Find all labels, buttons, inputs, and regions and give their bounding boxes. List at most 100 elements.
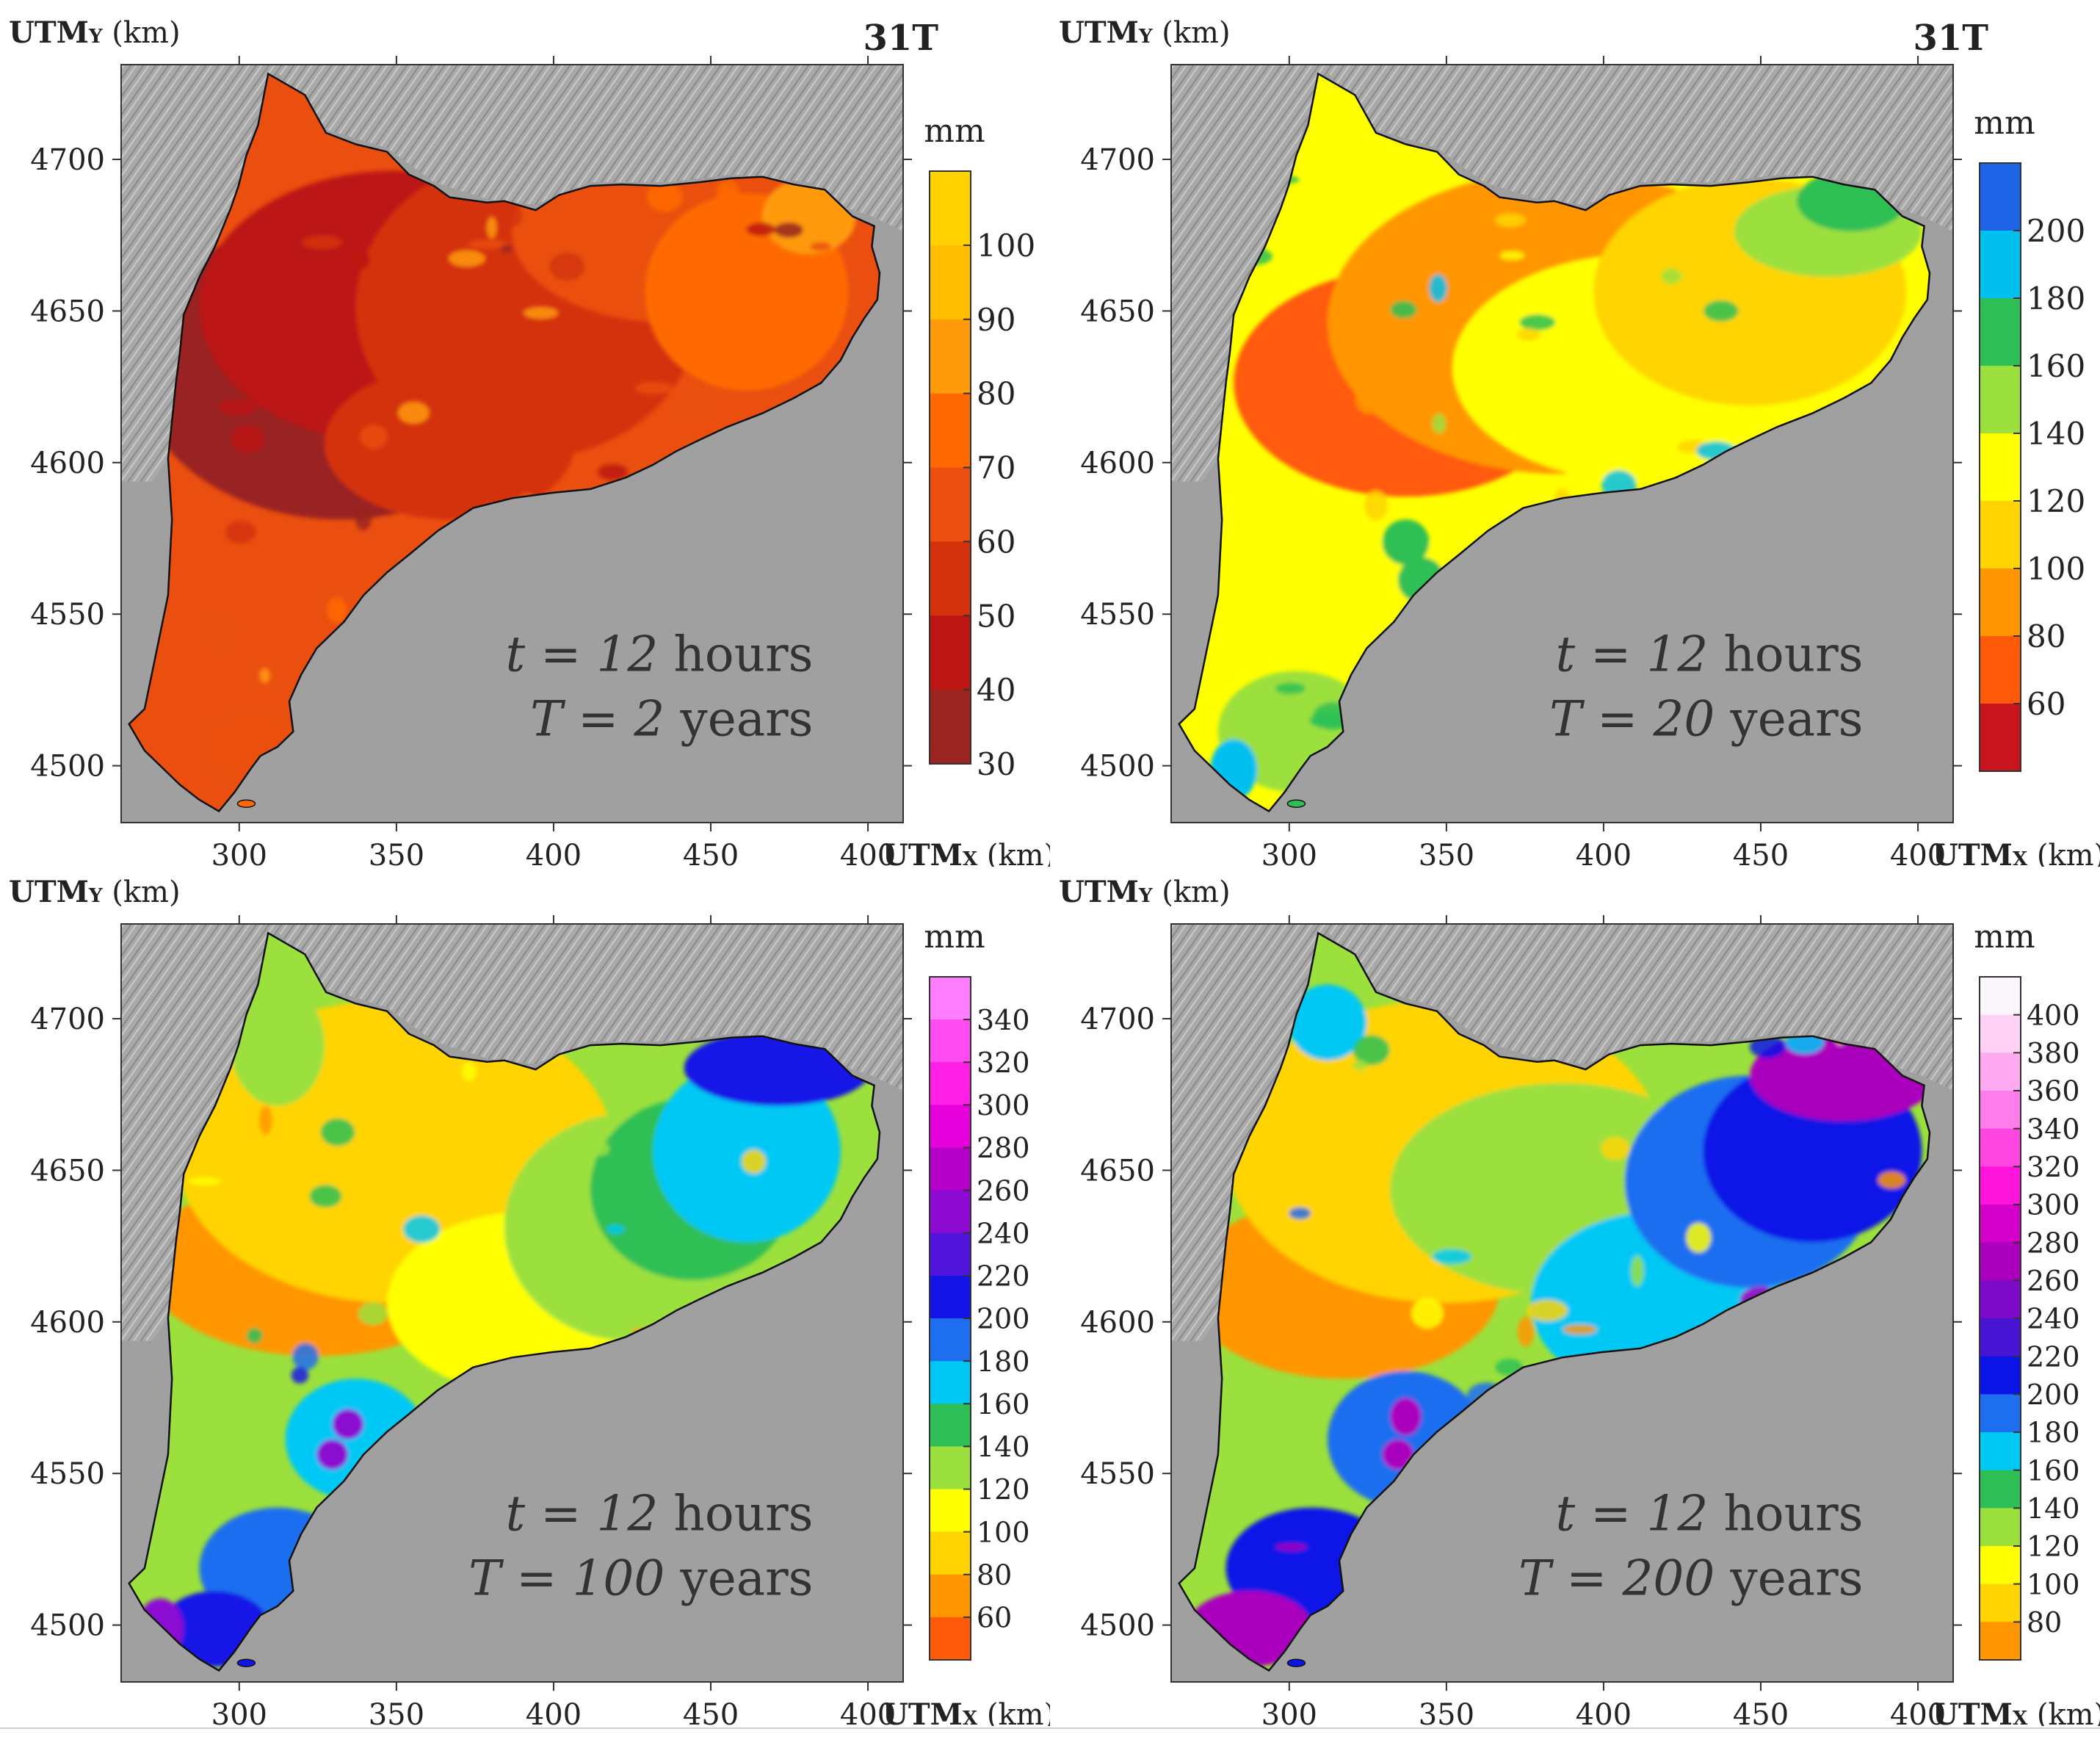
colorbar-tick-label: 100 (2027, 551, 2085, 587)
colorbar-segment (1980, 1205, 2021, 1243)
field-patch (1390, 300, 1417, 319)
colorbar-tick-label: 60 (977, 524, 1015, 560)
x-tick-label: 400 (526, 1698, 582, 1726)
field-patch (219, 1542, 253, 1566)
field-patch (403, 1215, 441, 1243)
colorbar-tick-label: 400 (2027, 999, 2080, 1031)
colorbar-segment (1980, 433, 2021, 502)
x-tick-label: 300 (211, 839, 267, 867)
field-patch (717, 179, 740, 206)
colorbar-tick-label: 120 (2027, 1531, 2080, 1563)
field-patch (320, 1118, 355, 1146)
colorbar-tick-label: 60 (2027, 686, 2065, 722)
x-tick-label: 400 (1890, 839, 1946, 867)
x-tick-label: 350 (1419, 1698, 1474, 1726)
colorbar-tick-label: 200 (977, 1303, 1030, 1335)
field-patch (478, 207, 510, 223)
colorbar-segment (930, 1105, 971, 1148)
field-patch (291, 1367, 309, 1384)
colorbar-segment (930, 1489, 971, 1533)
duration-annotation: t = 12 hours (506, 1486, 814, 1542)
field-patch (1631, 1255, 1644, 1287)
field-patch (301, 235, 343, 250)
colorbar-tick-label: 30 (977, 746, 1015, 782)
colorbar-segment (1980, 1091, 2021, 1130)
field-patch (355, 505, 372, 531)
field-patch (327, 596, 347, 624)
colorbar-tick-label: 120 (2027, 483, 2085, 519)
colorbar-tick-label: 140 (977, 1431, 1030, 1463)
panel-t20: 4700 4650 4600 4550 4500 300 350 400 450 400 UTMY … (1050, 0, 2100, 867)
terrain-relief (121, 924, 903, 1341)
field-patch (1429, 274, 1447, 303)
y-tick-label: 4600 (30, 447, 105, 480)
y-tick-label: 4700 (1080, 143, 1155, 177)
colorbar-frame (1979, 162, 2021, 772)
colorbar-unit: mm (1974, 918, 2035, 956)
duration-annotation: t = 12 hours (1556, 626, 1864, 683)
y-axis-title: UTMY (km) (9, 875, 181, 909)
field-patch (403, 1330, 420, 1345)
field-patch (1601, 1136, 1630, 1160)
field-patch (809, 242, 832, 251)
y-tick-label: 4600 (30, 1306, 105, 1340)
field-patch (646, 182, 683, 212)
field-patch (607, 1224, 625, 1235)
field-patch (675, 398, 709, 419)
field-patch (377, 519, 391, 528)
field-patch (468, 239, 507, 249)
colorbar-tick-label: 100 (2027, 1568, 2080, 1600)
field-patch (746, 223, 776, 236)
colorbar-segment (930, 1190, 971, 1234)
colorbar-segment (1980, 1052, 2021, 1091)
colorbar-segment (930, 1574, 971, 1618)
colorbar-segment (930, 1361, 971, 1404)
colorbar-tick-label: 140 (2027, 1492, 2080, 1525)
x-axis-title: UTMX (km) (883, 1697, 1050, 1726)
field-patch (1432, 1249, 1472, 1265)
panel-svg: 4700 4650 4600 4550 4500 300 350 400 450 400 UTMY … (9, 15, 1050, 867)
map-frame (120, 923, 904, 1683)
colorbar-tick-label: 320 (977, 1047, 1030, 1079)
y-tick-label: 4500 (1080, 750, 1155, 784)
field-patch (1527, 1299, 1568, 1321)
colorbar-tick-label: 120 (977, 1473, 1030, 1506)
colorbar-unit: mm (1974, 104, 2035, 142)
field-patch (1494, 213, 1526, 228)
field-patch (1519, 314, 1556, 331)
colorbar-segment (1980, 1318, 2021, 1357)
utm-zone-label: 31T (863, 18, 938, 59)
colorbar-tick-label: 70 (977, 450, 1015, 486)
colorbar-tick-label: 340 (977, 1004, 1030, 1036)
field-patch (524, 307, 559, 319)
panel-t100: 4700 4650 4600 4550 4500 300 350 400 450 400 UTMY … (0, 859, 1050, 1726)
colorbar-segment (1980, 977, 2021, 1016)
y-tick-label: 4600 (1080, 447, 1155, 480)
colorbar-segment (1980, 568, 2021, 637)
y-axis-title: UTMY (km) (1059, 875, 1231, 909)
colorbar-tick-label: 340 (2027, 1113, 2080, 1145)
colorbar-tick-label: 180 (2027, 1417, 2080, 1449)
field-patch (1432, 414, 1447, 434)
field-patch (1275, 1543, 1308, 1551)
field-patch (231, 425, 264, 453)
field-patch (742, 1149, 766, 1174)
panel-svg: 4700 4650 4600 4550 4500 300 350 400 450 400 UTMY … (1059, 15, 2100, 867)
field-patch (461, 1061, 477, 1082)
colorbar-segment (930, 1062, 971, 1105)
island (1286, 799, 1306, 808)
return-period-annotation: T = 20 years (1549, 690, 1863, 747)
colorbar-tick-label: 100 (977, 1516, 1030, 1548)
field-patch (360, 425, 388, 449)
field-patch (218, 399, 258, 415)
field-patch (774, 222, 803, 238)
field-patch (549, 252, 585, 281)
field-patch (451, 1284, 473, 1293)
colorbar-tick-label: 180 (977, 1346, 1030, 1378)
terrain-relief (1171, 924, 1953, 1341)
field-patch (1499, 250, 1525, 261)
colorbar-segment (1980, 1470, 2021, 1509)
colorbar-segment (1980, 1622, 2021, 1661)
field-patch (187, 1177, 221, 1186)
y-tick-label: 4650 (30, 1154, 105, 1188)
